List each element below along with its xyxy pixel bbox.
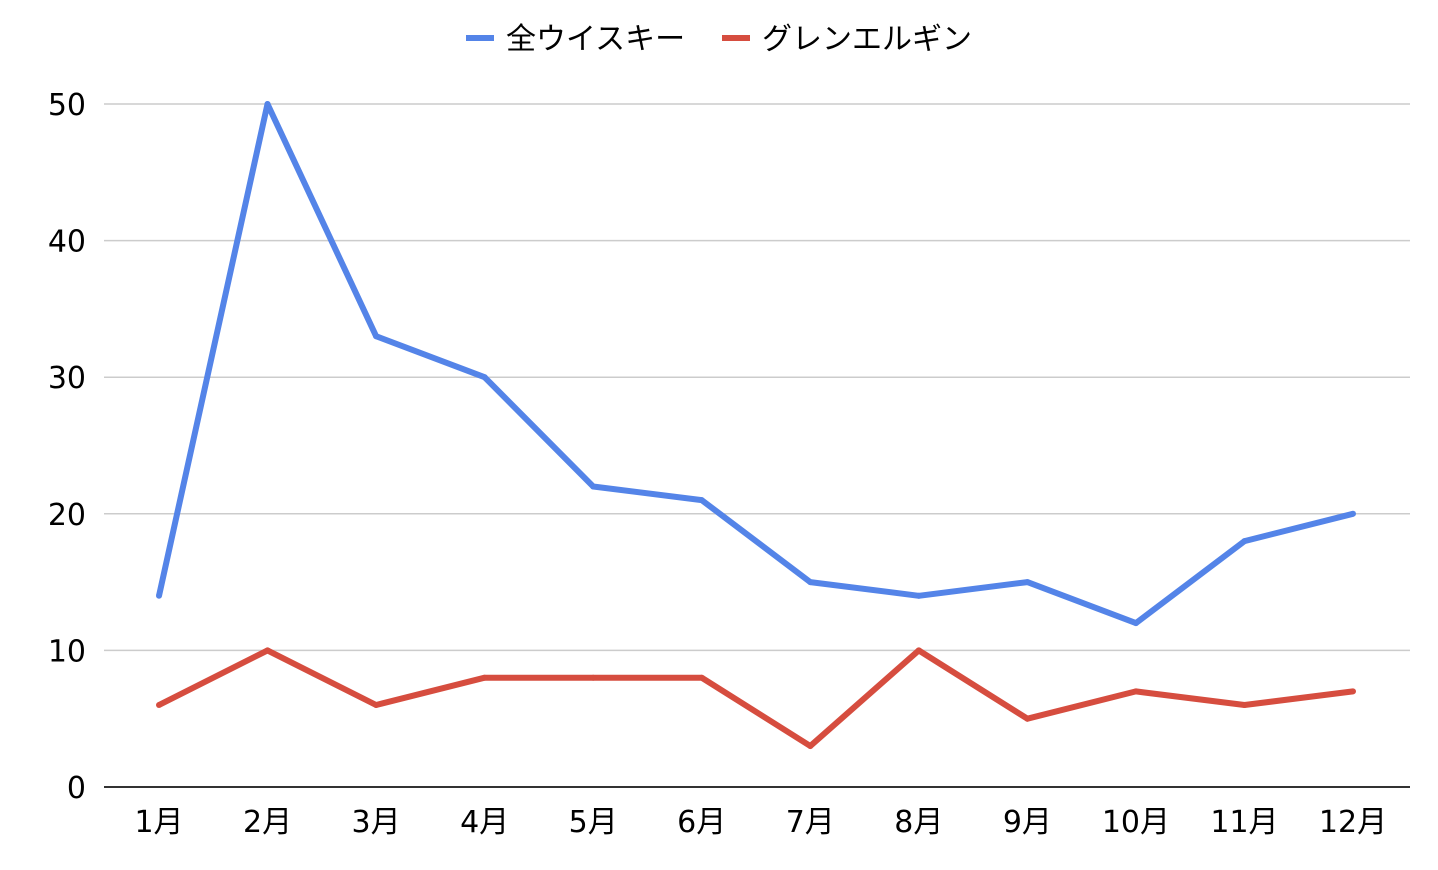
legend-label: 全ウイスキー (506, 22, 685, 57)
series-line-1 (157, 647, 1354, 749)
series-lines (156, 101, 1356, 750)
x-tick-label: 2月 (243, 805, 292, 840)
data-point[interactable] (1350, 688, 1356, 695)
x-tick-label: 6月 (677, 805, 726, 840)
axes: 0 10 20 30 40 50 1月 2月 3月 4月 5月 6月 7月 8月 9月 10月 11月 12月 (48, 88, 1410, 840)
data-point[interactable] (373, 702, 380, 709)
x-tick-label: 10月 (1102, 805, 1170, 840)
x-tick-label: 9月 (1003, 805, 1052, 840)
data-point[interactable] (698, 497, 705, 504)
data-point[interactable] (1132, 688, 1139, 695)
data-point[interactable] (264, 101, 271, 107)
series-line-0 (156, 101, 1354, 627)
data-point[interactable] (481, 674, 488, 681)
data-point[interactable] (156, 592, 162, 599)
data-point[interactable] (1024, 715, 1031, 722)
data-point[interactable] (590, 483, 597, 490)
x-tick-label: 12月 (1319, 805, 1387, 840)
y-tick-label: 30 (48, 361, 86, 396)
gridlines (104, 103, 1410, 652)
x-tick-label: 5月 (569, 805, 618, 840)
data-point[interactable] (156, 702, 162, 709)
data-point[interactable] (264, 647, 271, 654)
y-tick-label: 10 (48, 634, 86, 669)
legend-label: グレンエルギン (762, 22, 972, 57)
data-point[interactable] (1350, 510, 1356, 517)
x-tick-label: 8月 (894, 805, 943, 840)
x-tick-label: 4月 (460, 805, 509, 840)
x-tick-label: 1月 (134, 805, 183, 840)
legend: 全ウイスキー グレンエルギン (466, 22, 972, 57)
data-point[interactable] (915, 592, 922, 599)
data-point[interactable] (915, 647, 922, 654)
data-point[interactable] (1024, 579, 1031, 586)
y-tick-label: 50 (48, 88, 86, 123)
data-point[interactable] (1241, 702, 1248, 709)
x-tick-label: 7月 (786, 805, 835, 840)
y-tick-label: 40 (48, 225, 86, 260)
y-tick-label: 20 (48, 498, 86, 533)
legend-item[interactable]: 全ウイスキー (466, 22, 685, 57)
data-point[interactable] (481, 374, 488, 381)
data-point[interactable] (698, 674, 705, 681)
data-point[interactable] (590, 674, 597, 681)
data-point[interactable] (807, 743, 814, 750)
x-tick-label: 11月 (1210, 805, 1278, 840)
legend-item[interactable]: グレンエルギン (722, 22, 972, 57)
data-point[interactable] (807, 579, 814, 586)
data-point[interactable] (373, 333, 380, 340)
data-point[interactable] (1132, 620, 1139, 627)
y-tick-label: 0 (67, 771, 86, 806)
x-tick-label: 3月 (352, 805, 401, 840)
data-point[interactable] (1241, 538, 1248, 545)
